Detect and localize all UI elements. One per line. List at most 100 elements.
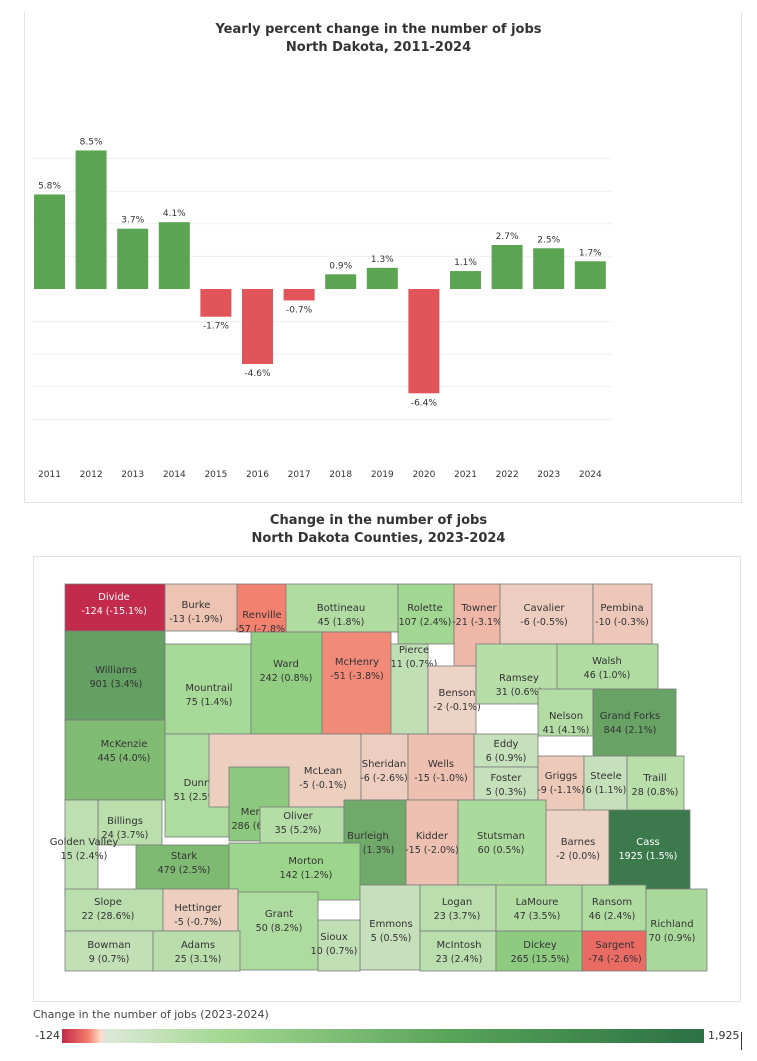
county-name-label: Cavalier xyxy=(524,603,566,614)
county-value-label: -124 (-15.1%) xyxy=(81,606,147,617)
county-name-label: Williams xyxy=(95,665,137,676)
county-name-label: Kidder xyxy=(416,831,449,842)
county-value-label: 6 (0.9%) xyxy=(486,753,527,764)
county-value-label: 70 (0.9%) xyxy=(649,933,696,944)
bar xyxy=(450,271,481,289)
county-name-label: Sargent xyxy=(595,940,634,951)
county-name-label: Stutsman xyxy=(477,831,525,842)
county-value-label: 41 (4.1%) xyxy=(543,725,590,736)
county-value-label: -15 (-2.0%) xyxy=(405,845,459,856)
county-name-label: Richland xyxy=(650,919,693,930)
county-name-label: McLean xyxy=(304,766,342,777)
bar-chart: 5.8% 2011 8.5% 2012 3.7% 2013 4.1% 2014 -1.7% 201… xyxy=(32,137,612,480)
bar xyxy=(242,289,273,364)
county-value-label: 22 (28.6%) xyxy=(82,911,135,922)
map-subtitle: North Dakota Counties, 2023-2024 xyxy=(251,531,506,546)
bar xyxy=(117,228,149,289)
county-hettinger xyxy=(162,888,239,932)
county-name-label: Ward xyxy=(273,659,299,670)
county-name-label: Steele xyxy=(590,771,622,782)
county-name-label: Benson xyxy=(438,688,475,699)
county-name-label: Emmons xyxy=(369,919,412,930)
county-value-label: -5 (-0.1%) xyxy=(299,780,346,791)
county-williams xyxy=(64,630,166,721)
county-mountrail xyxy=(164,643,252,735)
county-adams xyxy=(152,930,241,972)
county-billings xyxy=(97,799,163,846)
x-tick-label: 2023 xyxy=(537,470,560,480)
county-name-label: Hettinger xyxy=(174,903,222,914)
county-value-label: -51 (-3.8%) xyxy=(330,671,384,682)
county-name-label: Slope xyxy=(94,897,122,908)
x-tick-label: 2024 xyxy=(579,470,602,480)
bar xyxy=(283,289,315,301)
county-value-label: -2 (0.0%) xyxy=(556,851,600,862)
county-value-label: -21 (-3.1%) xyxy=(452,617,506,628)
bar xyxy=(34,194,65,289)
county-value-label: 286 (6.9%) xyxy=(232,821,285,832)
county-value-label: 23 (3.7%) xyxy=(434,911,481,922)
county-value-label: 5 (0.5%) xyxy=(371,933,412,944)
county-name-label: Grant xyxy=(265,909,293,920)
bar-chart-subtitle: North Dakota, 2011-2024 xyxy=(285,40,472,55)
x-tick-label: 2018 xyxy=(329,470,352,480)
legend-title: Change in the number of jobs (2023-2024) xyxy=(33,1008,269,1021)
x-tick-label: 2015 xyxy=(204,470,227,480)
county-value-label: 75 (1.4%) xyxy=(186,697,233,708)
county-name-label: Eddy xyxy=(494,739,519,750)
x-tick-label: 2022 xyxy=(496,470,519,480)
county-name-label: Bottineau xyxy=(317,603,366,614)
county-value-label: 142 (1.2%) xyxy=(280,870,333,881)
county-richland xyxy=(645,888,708,972)
data-label: 5.8% xyxy=(38,181,61,191)
county-value-label: 265 (15.5%) xyxy=(511,954,570,965)
x-tick-label: 2013 xyxy=(121,470,144,480)
x-tick-label: 2019 xyxy=(371,470,394,480)
legend-min-label: -124 xyxy=(35,1029,60,1042)
county-name-label: Sheridan xyxy=(362,759,407,770)
county-name-label: McKenzie xyxy=(101,739,148,750)
county-value-label: 60 (0.5%) xyxy=(478,845,525,856)
county-oliver xyxy=(259,806,345,844)
county-value-label: 35 (5.2%) xyxy=(275,825,322,836)
county-name-label: Cass xyxy=(636,837,660,848)
county-name-label: Oliver xyxy=(283,811,313,822)
county-slope xyxy=(64,888,164,932)
county-name-label: LaMoure xyxy=(516,897,559,908)
county-name-label: Stark xyxy=(171,851,198,862)
county-name-label: Barnes xyxy=(561,837,596,848)
county-name-label: Towner xyxy=(460,603,497,614)
county-name-label: McIntosh xyxy=(437,940,482,951)
county-name-label: Dunn xyxy=(184,778,211,789)
county-value-label: 51 (2.5%) xyxy=(174,792,221,803)
county-name-label: Ransom xyxy=(592,897,632,908)
county-value-label: 46 (1.0%) xyxy=(584,670,631,681)
county-value-label: 28 (0.8%) xyxy=(632,787,679,798)
data-label: -6.4% xyxy=(411,398,438,408)
county-value-label: -13 (-1.9%) xyxy=(169,614,223,625)
county-name-label: Burleigh xyxy=(347,831,389,842)
county-divide xyxy=(64,583,166,632)
county-value-label: 901 (3.4%) xyxy=(90,679,143,690)
county-name-label: Walsh xyxy=(592,656,622,667)
county-name-label: Foster xyxy=(491,773,523,784)
county-value-label: -6 (-2.6%) xyxy=(360,773,407,784)
county-name-label: Grand Forks xyxy=(600,711,660,722)
data-label: -1.7% xyxy=(203,322,230,332)
county-name-label: Traill xyxy=(642,773,666,784)
county-value-label: 9 (0.7%) xyxy=(89,954,130,965)
county-name-label: Pierce xyxy=(399,645,429,656)
county-pierce xyxy=(390,643,429,735)
county-value-label: 1925 (1.5%) xyxy=(619,851,678,862)
data-label: 2.7% xyxy=(496,232,519,242)
county-name-label: Renville xyxy=(242,610,281,621)
county-kidder xyxy=(405,799,459,886)
data-label: -0.7% xyxy=(286,305,313,315)
county-value-label: 5 (0.3%) xyxy=(486,787,527,798)
county-name-label: Logan xyxy=(442,897,472,908)
county-name-label: Mercer xyxy=(241,807,276,818)
county-value-label: 47 (3.5%) xyxy=(514,911,561,922)
data-label: 1.1% xyxy=(454,258,477,268)
county-value-label: 23 (2.4%) xyxy=(436,954,483,965)
county-ward xyxy=(250,631,323,735)
